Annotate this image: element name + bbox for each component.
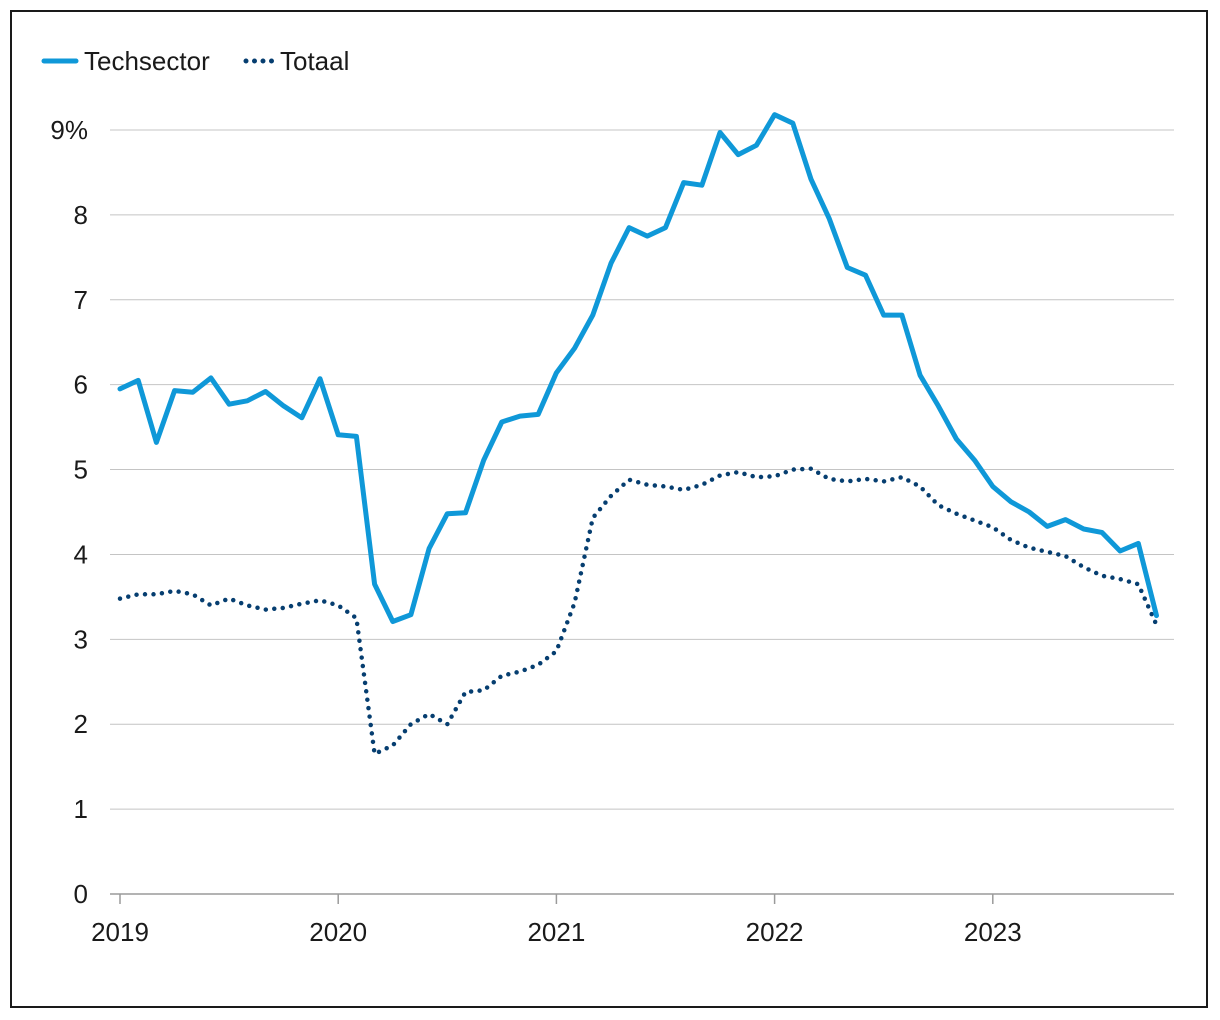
x-tick-label: 2019 (91, 917, 149, 947)
y-tick-label: 5 (74, 455, 88, 485)
x-tick-label: 2023 (964, 917, 1022, 947)
y-tick-label: 8 (74, 200, 88, 230)
legend-item-techsector: Techsector (41, 46, 210, 76)
y-tick-label: 9% (50, 115, 88, 145)
legend: Techsector Totaal (41, 46, 349, 76)
x-tick-label: 2022 (746, 917, 804, 947)
y-tick-label: 7 (74, 285, 88, 315)
x-tick-label: 2021 (527, 917, 585, 947)
x-tick-label: 2020 (309, 917, 367, 947)
legend-item-totaal: Totaal (243, 46, 349, 76)
line-chart: 0 1 2 3 4 5 6 7 8 9% 2019 2020 2021 2022 2023 Techsec… (41, 46, 1174, 947)
series-line-techsector (117, 112, 1159, 624)
y-tick-label: 0 (74, 879, 88, 909)
series-line-totaal (117, 466, 1159, 757)
gridlines (110, 129, 1174, 810)
y-axis-ticks: 0 1 2 3 4 5 6 7 8 9% (50, 115, 88, 909)
y-tick-label: 3 (74, 624, 88, 654)
y-tick-label: 4 (74, 539, 88, 569)
x-axis-ticks: 2019 2020 2021 2022 2023 (91, 894, 1022, 947)
series-lines (117, 112, 1159, 757)
legend-label-totaal: Totaal (280, 46, 349, 76)
y-tick-label: 2 (74, 709, 88, 739)
chart-frame: 0 1 2 3 4 5 6 7 8 9% 2019 2020 2021 2022 2023 Techsec… (10, 10, 1208, 1008)
y-tick-label: 1 (74, 794, 88, 824)
y-tick-label: 6 (74, 370, 88, 400)
legend-label-techsector: Techsector (84, 46, 210, 76)
